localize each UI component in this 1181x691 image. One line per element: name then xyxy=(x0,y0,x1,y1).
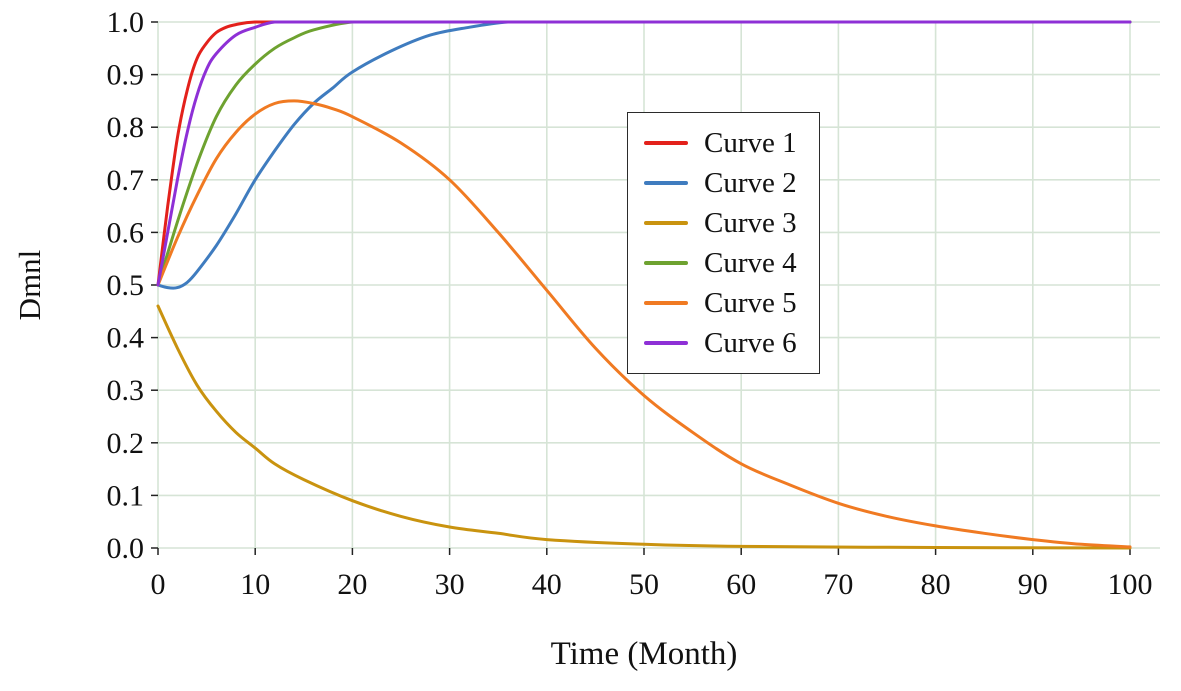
svg-text:80: 80 xyxy=(921,568,951,601)
svg-text:50: 50 xyxy=(629,568,659,601)
svg-text:1.0: 1.0 xyxy=(107,6,145,39)
svg-text:0.1: 0.1 xyxy=(107,479,145,512)
svg-text:20: 20 xyxy=(337,568,367,601)
legend-item: Curve 1 xyxy=(644,123,797,163)
svg-text:10: 10 xyxy=(240,568,270,601)
svg-text:0.5: 0.5 xyxy=(107,269,145,302)
svg-text:0.3: 0.3 xyxy=(107,374,145,407)
legend-color-swatch xyxy=(644,221,688,225)
svg-text:60: 60 xyxy=(726,568,756,601)
legend-label: Curve 2 xyxy=(704,166,797,199)
y-axis-title: Dmnl xyxy=(12,249,47,321)
svg-text:100: 100 xyxy=(1108,568,1153,601)
svg-text:0.8: 0.8 xyxy=(107,111,145,144)
svg-text:0: 0 xyxy=(151,568,166,601)
legend-item: Curve 2 xyxy=(644,163,797,203)
legend-label: Curve 3 xyxy=(704,206,797,239)
svg-text:70: 70 xyxy=(823,568,853,601)
legend-item: Curve 3 xyxy=(644,203,797,243)
legend-label: Curve 4 xyxy=(704,246,797,279)
svg-text:0.9: 0.9 xyxy=(107,59,145,92)
svg-text:30: 30 xyxy=(435,568,465,601)
legend-label: Curve 5 xyxy=(704,286,797,319)
legend-item: Curve 5 xyxy=(644,283,797,323)
svg-text:0.2: 0.2 xyxy=(107,427,145,460)
legend-color-swatch xyxy=(644,301,688,305)
svg-text:0.7: 0.7 xyxy=(107,164,145,197)
svg-text:0.0: 0.0 xyxy=(107,532,145,565)
svg-text:40: 40 xyxy=(532,568,562,601)
legend-label: Curve 6 xyxy=(704,326,797,359)
series-curve-6 xyxy=(156,20,1132,287)
series-curve-3 xyxy=(156,304,1132,550)
svg-text:0.4: 0.4 xyxy=(107,322,145,355)
legend-color-swatch xyxy=(644,181,688,185)
legend-item: Curve 6 xyxy=(644,323,797,363)
legend-color-swatch xyxy=(644,341,688,345)
svg-text:90: 90 xyxy=(1018,568,1048,601)
legend-item: Curve 4 xyxy=(644,243,797,283)
legend-label: Curve 1 xyxy=(704,126,797,159)
x-axis-title: Time (Month) xyxy=(550,636,738,672)
svg-text:0.6: 0.6 xyxy=(107,216,145,249)
legend-color-swatch xyxy=(644,141,688,145)
legend-color-swatch xyxy=(644,261,688,265)
series-curve-5 xyxy=(156,99,1132,549)
legend: Curve 1 Curve 2 Curve 3 Curve 4 Curve 5 Curve… xyxy=(627,112,820,374)
